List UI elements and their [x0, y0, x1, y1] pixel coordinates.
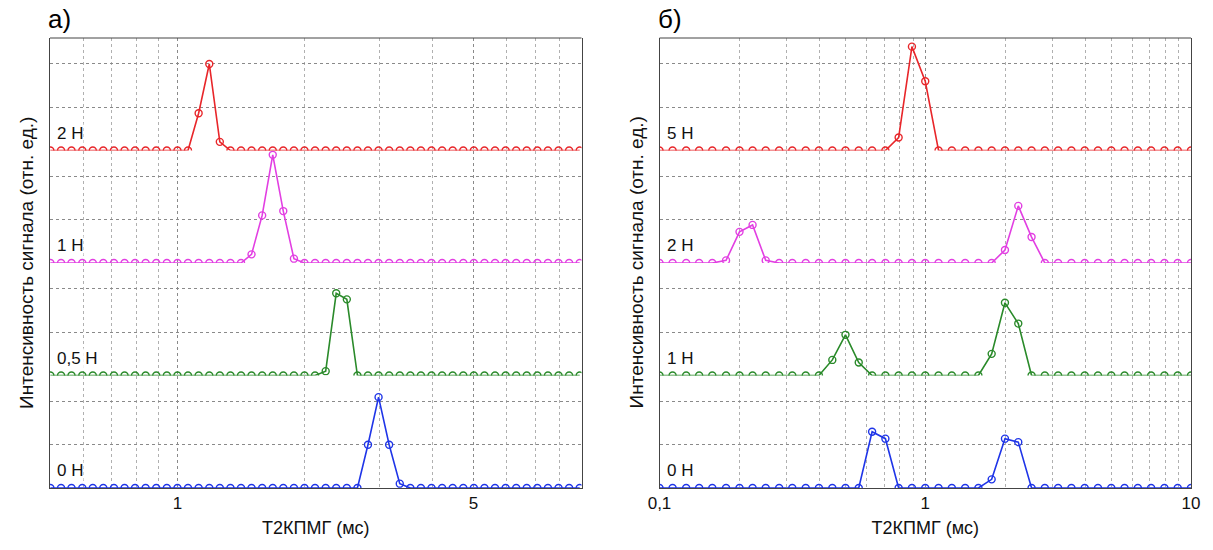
svg-text:10: 10: [1182, 494, 1201, 513]
svg-text:1: 1: [173, 494, 182, 513]
svg-text:T2КПМГ (мс): T2КПМГ (мс): [262, 518, 370, 538]
svg-text:Интенсивность сигнала (отн. ед: Интенсивность сигнала (отн. ед.): [626, 116, 647, 408]
svg-text:0 Н: 0 Н: [57, 461, 83, 480]
svg-text:T2КПМГ (мс): T2КПМГ (мс): [871, 518, 979, 538]
svg-text:5: 5: [469, 494, 478, 513]
svg-text:б): б): [658, 4, 682, 34]
svg-text:1 Н: 1 Н: [57, 236, 83, 255]
svg-text:5 Н: 5 Н: [667, 124, 693, 143]
svg-text:2 Н: 2 Н: [667, 236, 693, 255]
svg-text:0,5 Н: 0,5 Н: [57, 349, 98, 368]
svg-text:1 Н: 1 Н: [667, 349, 693, 368]
svg-text:2 Н: 2 Н: [57, 124, 83, 143]
svg-text:Интенсивность сигнала (отн. ед: Интенсивность сигнала (отн. ед.): [16, 117, 37, 409]
svg-text:0,1: 0,1: [648, 494, 672, 513]
svg-text:1: 1: [921, 494, 930, 513]
svg-text:0 Н: 0 Н: [667, 461, 693, 480]
svg-text:а): а): [48, 4, 71, 34]
